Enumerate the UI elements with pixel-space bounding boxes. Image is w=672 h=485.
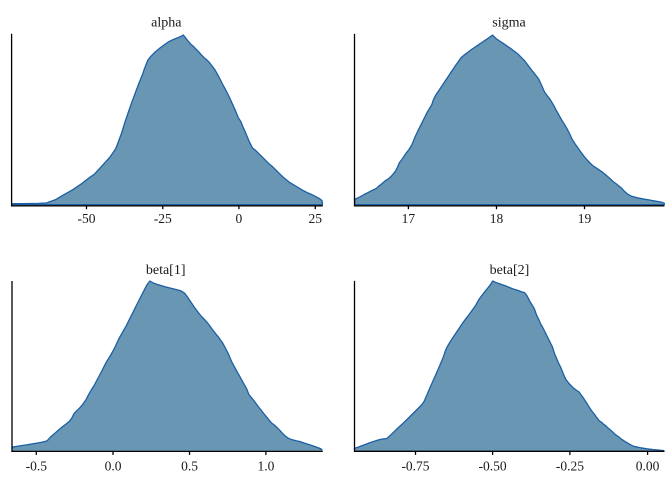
svg-text:17: 17	[402, 211, 416, 226]
svg-text:-0.5: -0.5	[26, 458, 48, 473]
svg-text:0: 0	[236, 211, 243, 226]
svg-text:beta[2]: beta[2]	[490, 263, 530, 278]
svg-text:-0.75: -0.75	[401, 458, 429, 473]
svg-text:beta[1]: beta[1]	[146, 263, 186, 278]
svg-text:18: 18	[490, 211, 504, 226]
svg-text:1.0: 1.0	[257, 458, 274, 473]
svg-text:0.5: 0.5	[181, 458, 198, 473]
svg-text:0.0: 0.0	[105, 458, 122, 473]
svg-text:19: 19	[578, 211, 592, 226]
svg-text:-50: -50	[78, 211, 96, 226]
svg-text:0.00: 0.00	[636, 458, 660, 473]
svg-text:-25: -25	[154, 211, 172, 226]
svg-text:sigma: sigma	[492, 16, 526, 31]
svg-text:alpha: alpha	[151, 16, 182, 31]
svg-text:25: 25	[309, 211, 323, 226]
svg-text:-0.50: -0.50	[479, 458, 507, 473]
svg-text:-0.25: -0.25	[556, 458, 584, 473]
